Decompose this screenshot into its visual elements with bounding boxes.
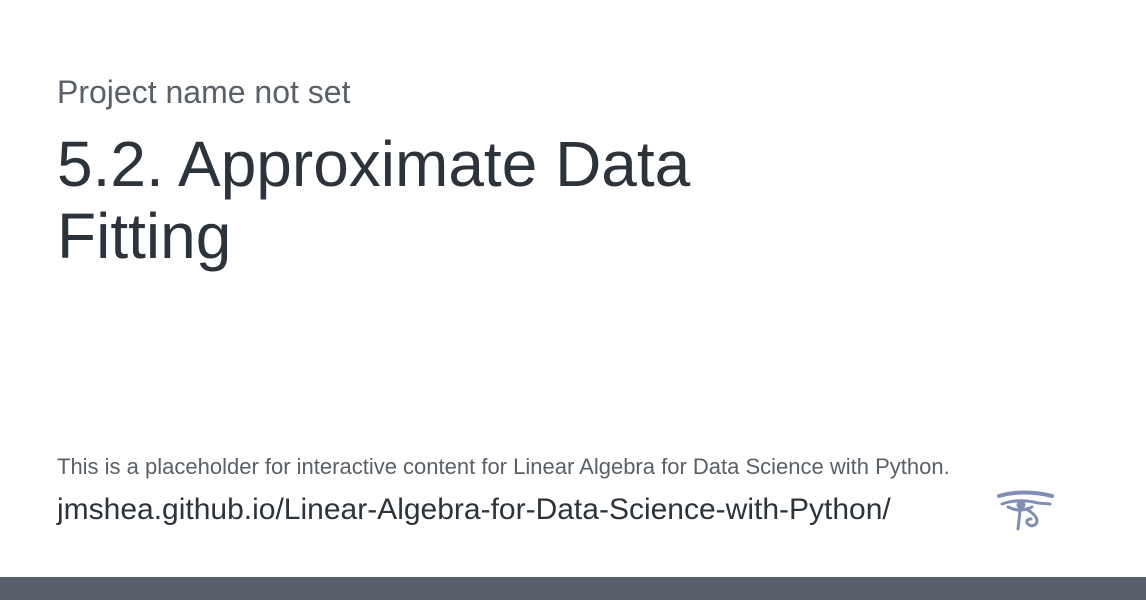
placeholder-description: This is a placeholder for interactive co…: [57, 454, 950, 479]
eye-of-horus-icon: [996, 488, 1054, 532]
page-title: 5.2. Approximate Data Fitting: [57, 128, 691, 272]
footer-bar: [0, 577, 1146, 600]
project-name: Project name not set: [57, 74, 351, 110]
site-url: jmshea.github.io/Linear-Algebra-for-Data…: [57, 493, 891, 526]
